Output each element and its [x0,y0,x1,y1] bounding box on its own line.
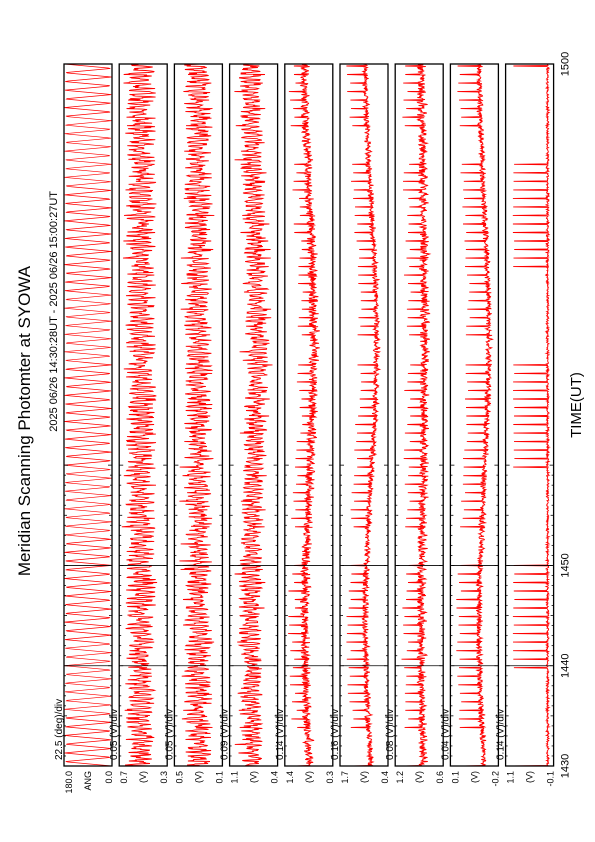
y-max-label: 1.4 [285,771,295,784]
y-min-label: 0.1 [214,771,224,784]
y-min-label: 0.3 [159,771,169,784]
panel-frame [284,63,334,767]
y-max-label: 0.7 [119,771,129,784]
series-line-6 [346,63,382,767]
y-max-label: 1.1 [506,771,516,784]
panel-frame [63,63,113,767]
x-tick-label: 1450 [560,553,572,577]
scale-label: 0.08 (V)/div [385,709,396,760]
scale-label: 0.09 (V)/div [220,709,231,760]
y-unit-label: (V) [414,771,424,783]
panel-1: 180.0 ANG 0.0 22.5 (deg)/div [54,63,114,794]
y-unit-label: (V) [304,771,314,783]
series-line-4 [234,63,273,767]
scale-label: 0.05 (V)/div [109,709,120,760]
y-min-label: -0.2 [490,771,500,787]
panel-frame [394,63,444,767]
y-max-label: 1.1 [230,771,240,784]
y-max-label: 1.7 [340,771,350,784]
y-unit-label: (V) [138,771,148,783]
y-unit-label: ANG [83,771,93,791]
panel-frame [449,63,500,767]
panel-7: 1.2 (V) 0.6 0.08 (V)/div [385,63,445,784]
series-line-1 [63,63,113,767]
panel-4: 1.1 (V) 0.4 0.09 (V)/div [220,63,280,784]
y-unit-label: (V) [525,771,535,783]
scale-label: 0.16 (V)/div [330,709,341,760]
panel-6: 1.7 (V) 0.4 0.16 (V)/div [330,63,390,784]
series-line-2 [121,63,158,767]
panel-3: 0.5 (V) 0.1 0.05 (V)/div [164,63,224,784]
y-min-label: -0.1 [546,771,556,787]
series-line-7 [401,63,432,767]
scale-label: 0.14 (V)/div [275,709,286,760]
panel-8: 0.1 (V) -0.2 0.04 (V)/div [440,63,500,787]
panel-frame [339,63,389,767]
y-min-label: 0.6 [435,771,445,784]
panel-frame [118,63,168,767]
panel-frame [504,63,555,767]
panel-frame [228,63,279,767]
y-unit-label: (V) [469,771,479,783]
y-min-label: 0.4 [270,771,280,784]
y-max-label: 0.5 [174,771,184,784]
chart-title: Meridian Scanning Photomter at SYOWA [15,265,34,576]
scale-label: 22.5 (deg)/div [54,699,65,760]
chart-subtitle: 2025 06/26 14:30:28UT - 2025 06/26 15:00… [48,191,60,432]
x-tick-labels: 1430 1440 1450 1500 [560,52,572,778]
y-min-label: 0.4 [380,771,390,784]
series-line-8 [456,63,494,767]
x-tick-label: 1500 [560,52,572,76]
x-tick-label: 1440 [560,653,572,677]
panel-9: 1.1 (V) -0.1 0.14 (V)/div [496,63,556,787]
y-min-label: 0.0 [104,771,114,784]
series-line-3 [179,63,215,767]
y-max-label: 1.2 [395,771,405,784]
y-unit-label: (V) [249,771,259,783]
x-tick-label: 1430 [560,754,572,778]
panel-group: 180.0 ANG 0.0 22.5 (deg)/div 0.7 (V) 0.3 0.05 (… [54,63,556,794]
y-max-label: 180.0 [64,771,74,794]
y-min-label: 0.3 [325,771,335,784]
series-line-5 [288,63,320,767]
scale-label: 0.04 (V)/div [440,709,451,760]
scale-label: 0.14 (V)/div [496,709,507,760]
series-line-9 [512,63,551,767]
scale-label: 0.05 (V)/div [164,709,175,760]
y-unit-label: (V) [193,771,203,783]
y-max-label: 0.1 [450,771,460,784]
x-axis-label: TIME(UT) [568,372,585,438]
panel-5: 1.4 (V) 0.3 0.14 (V)/div [275,63,335,784]
panel-frame [173,63,224,767]
y-unit-label: (V) [359,771,369,783]
panel-2: 0.7 (V) 0.3 0.05 (V)/div [109,63,169,784]
